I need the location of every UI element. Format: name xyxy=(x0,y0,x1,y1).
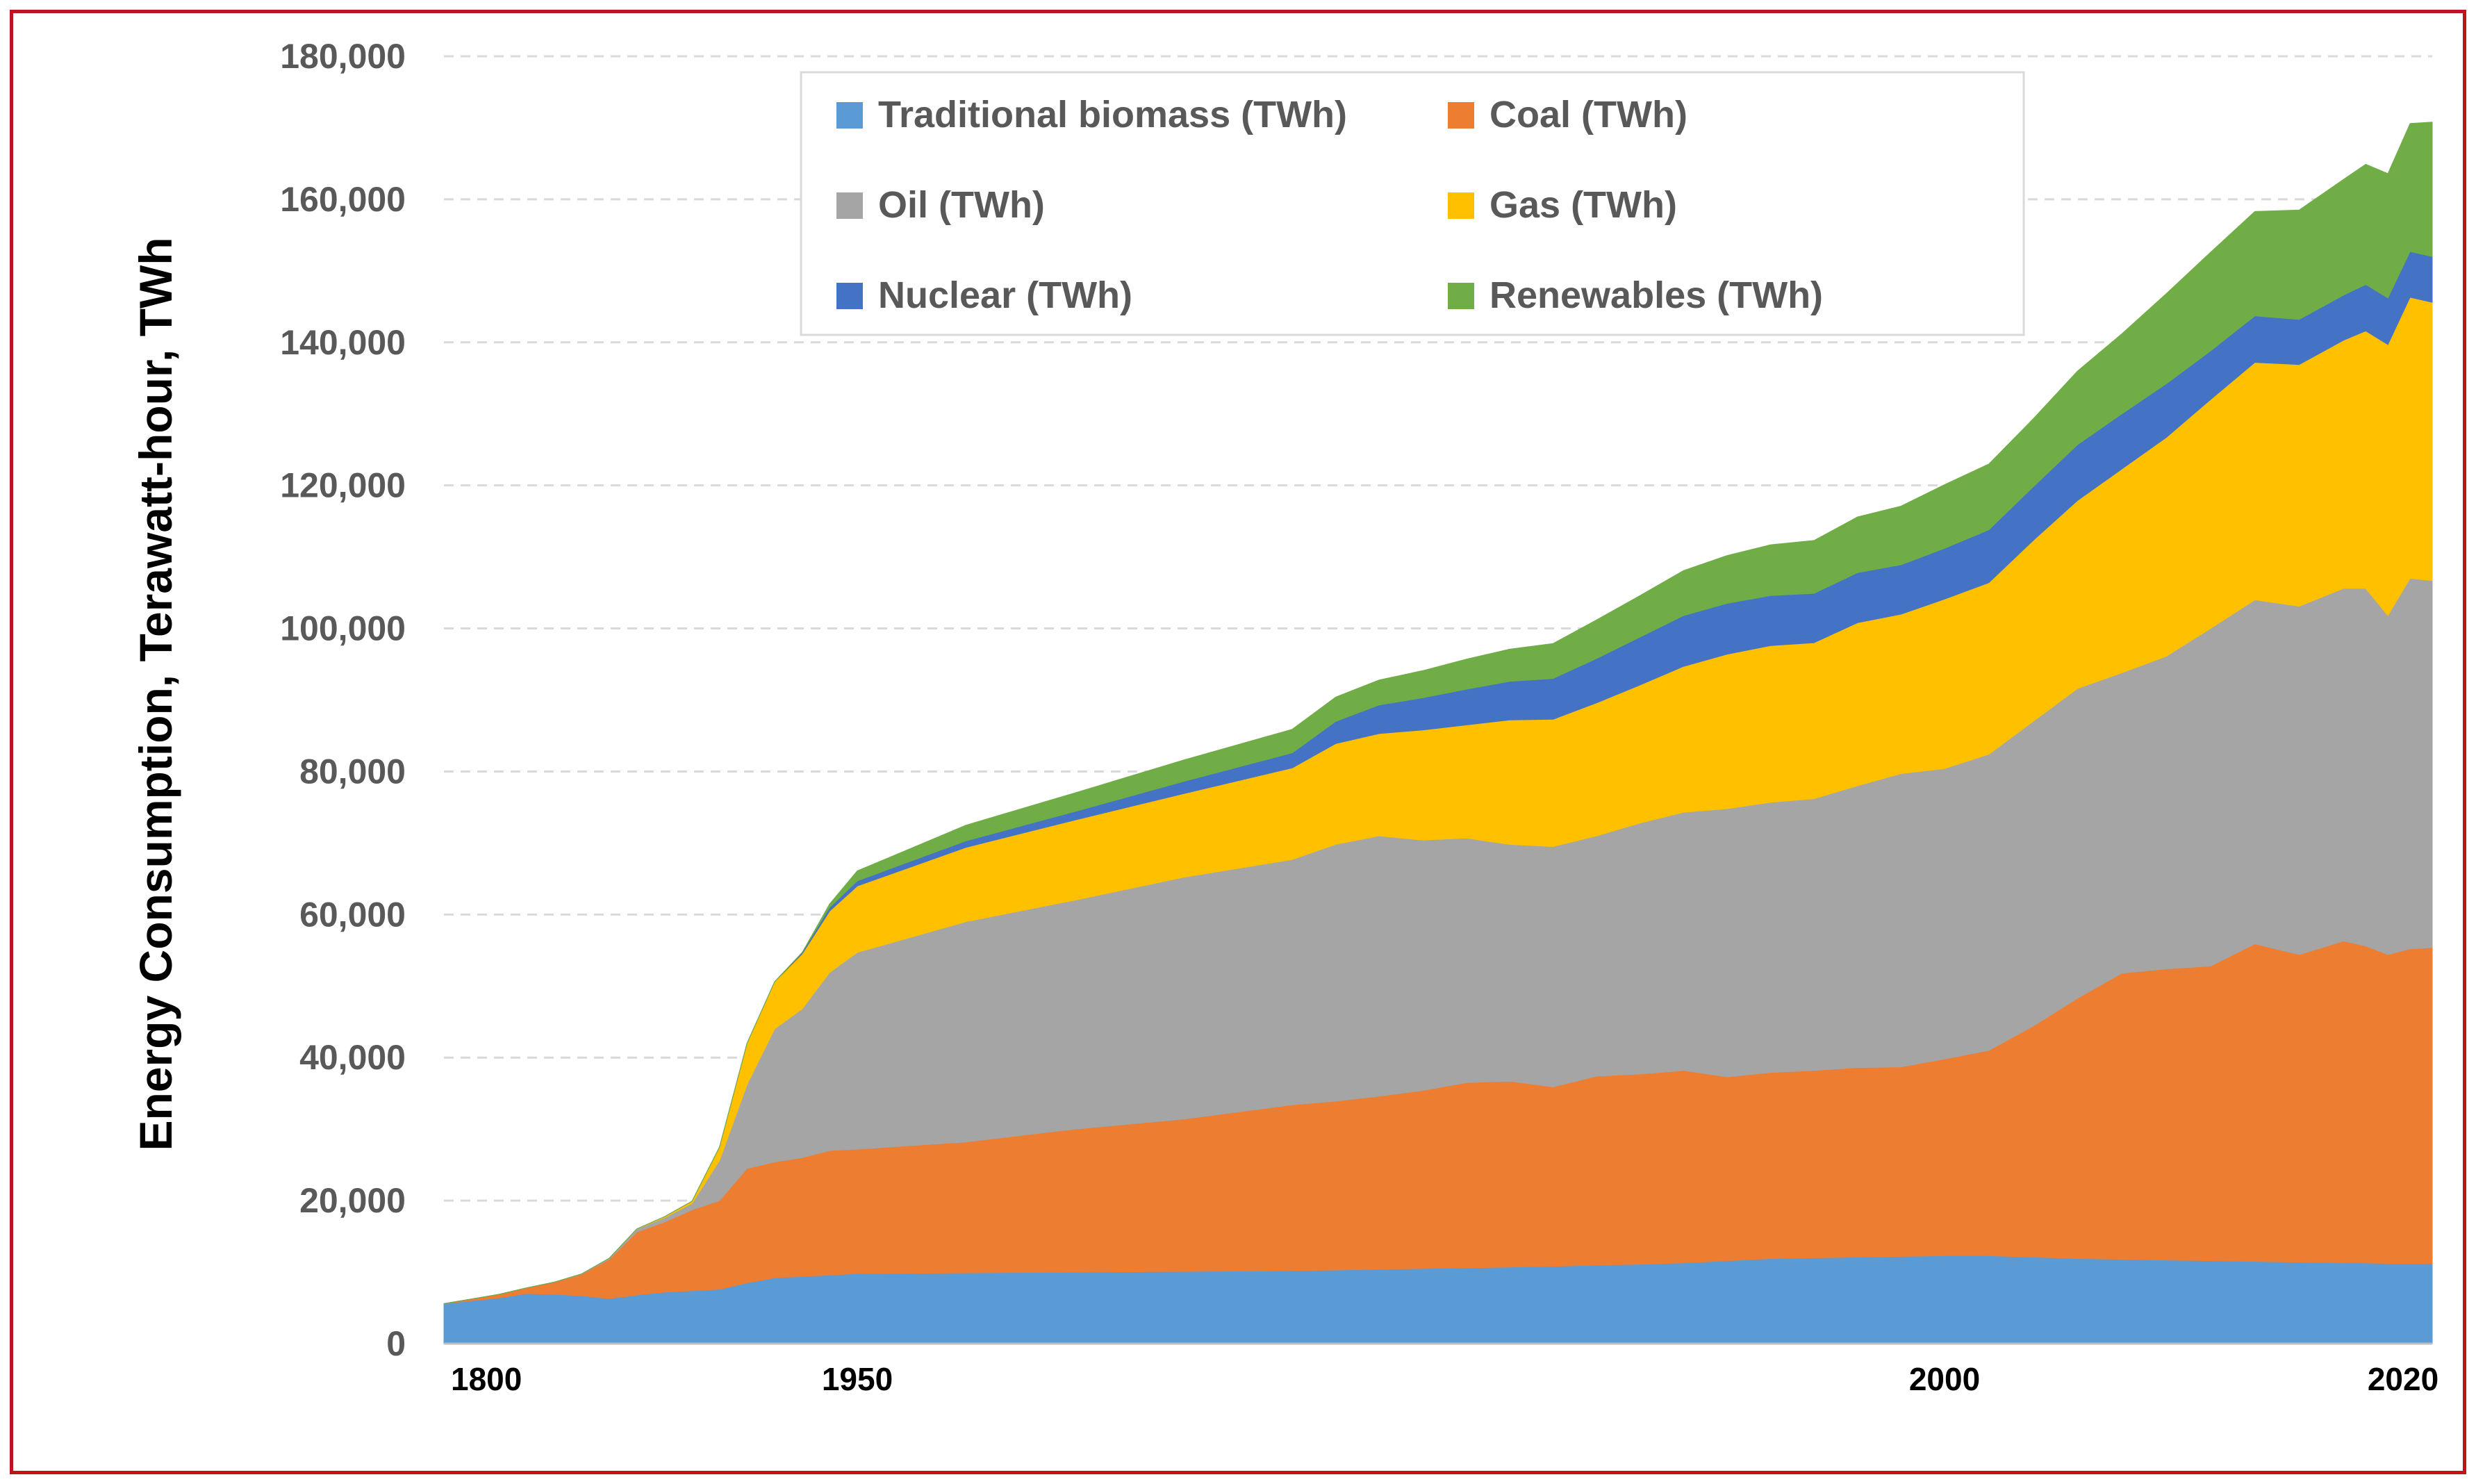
x-tick-label: 1950 xyxy=(822,1361,893,1397)
x-tick-label: 1800 xyxy=(451,1361,522,1397)
area-series xyxy=(443,122,2433,1344)
legend: Traditional biomass (TWh) Coal (TWh) Oil (… xyxy=(800,71,2025,336)
x-tick-labels: 1800 1950 2000 2020 xyxy=(451,1361,2438,1397)
y-tick-label: 160,000 xyxy=(280,180,406,219)
legend-entry: Traditional biomass (TWh) xyxy=(878,94,1347,135)
y-tick-label: 120,000 xyxy=(280,466,406,505)
chart-frame: 0 20,000 40,000 60,000 80,000 100,000 120,000 1… xyxy=(10,10,2466,1474)
y-tick-label: 20,000 xyxy=(299,1181,406,1220)
legend-entry: Renewables (TWh) xyxy=(1489,274,1823,316)
y-tick-label: 100,000 xyxy=(280,609,406,648)
legend-swatch xyxy=(836,102,863,129)
legend-swatch xyxy=(1448,283,1474,309)
y-tick-label: 0 xyxy=(386,1324,406,1363)
y-tick-label: 60,000 xyxy=(299,895,406,934)
legend-entry: Coal (TWh) xyxy=(1489,94,1687,135)
legend-entry: Gas (TWh) xyxy=(1489,184,1677,226)
x-tick-label: 2000 xyxy=(1909,1361,1980,1397)
legend-swatch xyxy=(836,192,863,219)
y-axis-label: Energy Consumption, Terawatt-hour, TWh xyxy=(130,237,181,1151)
legend-entry: Oil (TWh) xyxy=(878,184,1045,226)
stacked-area-chart: 0 20,000 40,000 60,000 80,000 100,000 120,000 1… xyxy=(130,37,2438,1397)
area-series-6 xyxy=(443,122,2433,1304)
y-tick-labels: 0 20,000 40,000 60,000 80,000 100,000 120,000 1… xyxy=(280,37,406,1363)
legend-box xyxy=(800,71,2025,336)
y-tick-label: 80,000 xyxy=(299,752,406,791)
x-tick-label: 2020 xyxy=(2368,1361,2438,1397)
y-tick-label: 140,000 xyxy=(280,323,406,362)
y-tick-label: 180,000 xyxy=(280,37,406,76)
y-tick-label: 40,000 xyxy=(299,1038,406,1077)
legend-swatch xyxy=(1448,102,1474,129)
legend-swatch xyxy=(836,283,863,309)
legend-swatch xyxy=(1448,192,1474,219)
legend-entry: Nuclear (TWh) xyxy=(878,274,1132,316)
